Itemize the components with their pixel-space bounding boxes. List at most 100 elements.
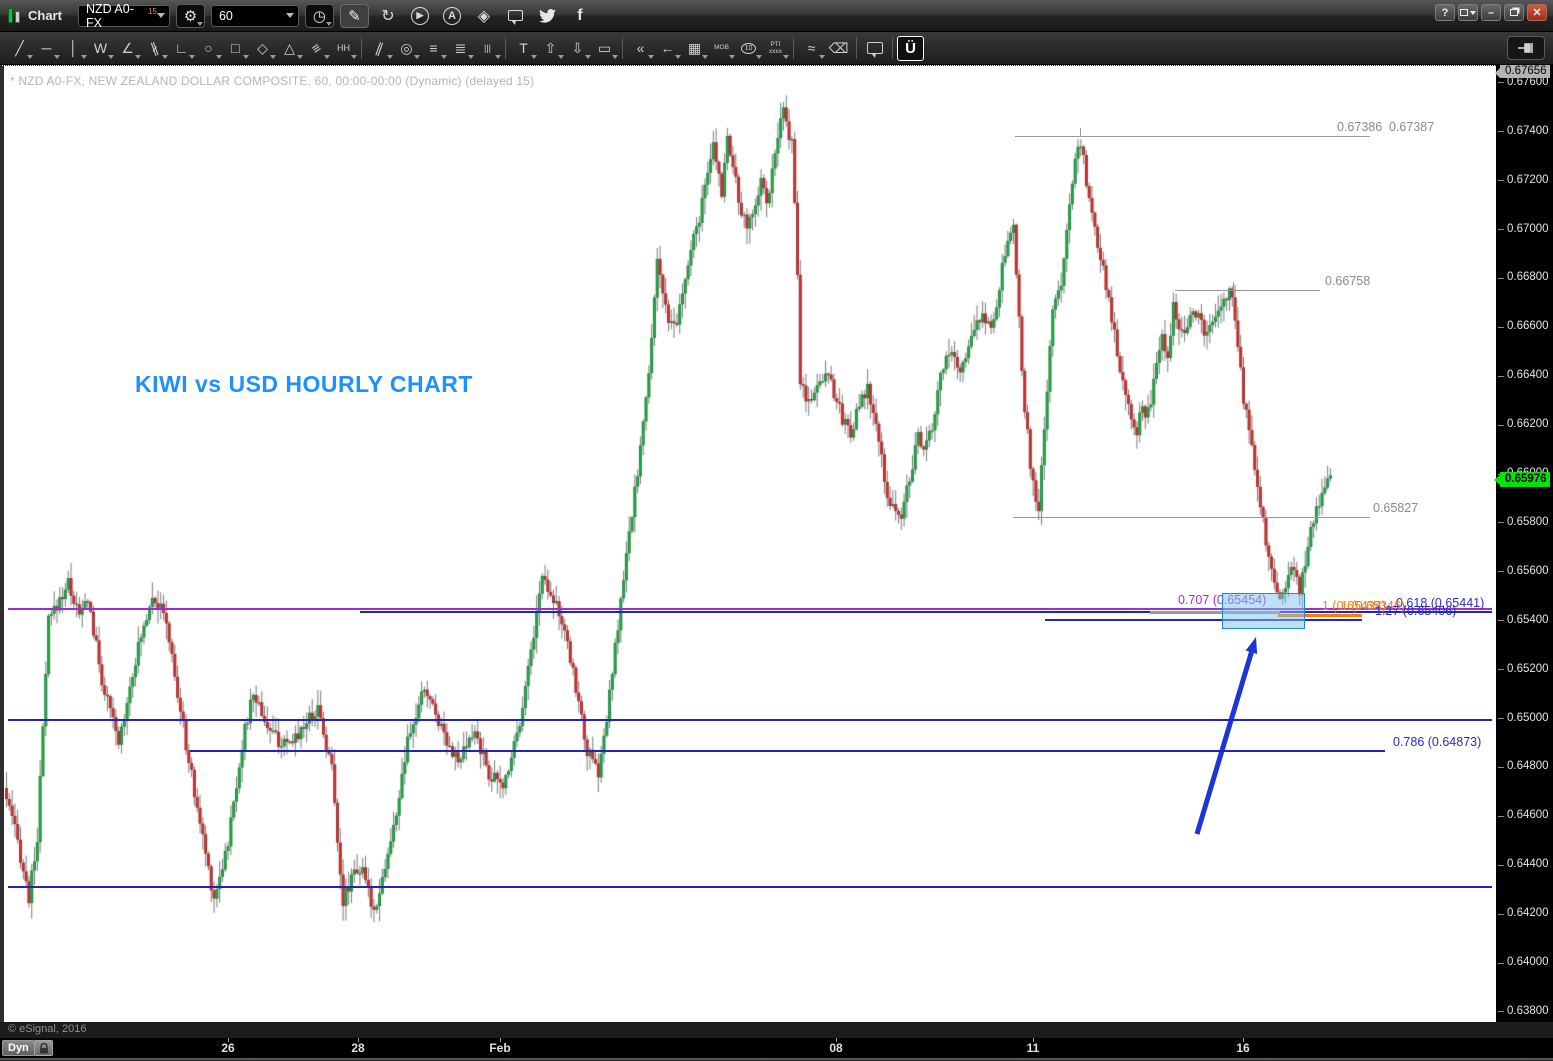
fib-circles-tool-button[interactable]: ◎ bbox=[393, 36, 420, 61]
swing-high-1-label[interactable]: 0.67386 bbox=[1337, 120, 1383, 135]
eraser-tool-tool-button[interactable]: ⌫ bbox=[825, 36, 852, 61]
chart-plot-area[interactable]: * NZD A0-FX, NEW ZEALAND DOLLAR COMPOSIT… bbox=[0, 65, 1496, 1022]
time-cycles-tool-button[interactable]: ΗΗ bbox=[330, 36, 357, 61]
symbol-dropdown-caret[interactable] bbox=[156, 13, 165, 18]
twitter-icon[interactable] bbox=[535, 4, 561, 28]
interval-input[interactable]: 60 bbox=[210, 4, 299, 27]
help-button[interactable]: ? bbox=[1435, 4, 1455, 21]
price-axis-label: 0.66600 bbox=[1507, 320, 1549, 333]
time-axis-tick bbox=[228, 1038, 229, 1042]
time-axis[interactable]: Dyn 26 28 Feb 08 11 16 bbox=[0, 1038, 1553, 1058]
chart-header-text: * NZD A0-FX, NEW ZEALAND DOLLAR COMPOSIT… bbox=[10, 74, 535, 88]
horizontal-line-tool-button[interactable]: ─ bbox=[33, 36, 60, 61]
swing-low-1-label[interactable]: 0.65827 bbox=[1373, 501, 1419, 516]
regression-channel-tool-button[interactable]: ∥ bbox=[366, 36, 393, 61]
draw-mode-button[interactable]: ✎ bbox=[339, 3, 369, 28]
text-tool-tool-button[interactable]: T bbox=[510, 36, 537, 61]
rectangle-tool-button[interactable]: □ bbox=[222, 36, 249, 61]
fib-0786-line[interactable] bbox=[190, 749, 1385, 752]
copyright-text: © eSignal, 2016 bbox=[8, 1023, 87, 1035]
auto-trade-icon[interactable]: A bbox=[439, 4, 465, 28]
lock-icon[interactable] bbox=[34, 1040, 53, 1056]
extend-left-tool-button[interactable]: ← bbox=[654, 36, 681, 61]
arrow-up-marker-tool-button[interactable]: ⇧ bbox=[537, 36, 564, 61]
fib-100-a-line[interactable] bbox=[1278, 613, 1362, 617]
price-axis-tick bbox=[1498, 718, 1504, 720]
diamond-tool-button[interactable]: ◇ bbox=[249, 36, 276, 61]
fib-127-label[interactable]: 1.27 (0.65406) bbox=[1375, 604, 1457, 619]
fib-retracement-tool-button[interactable]: ≡ bbox=[420, 36, 447, 61]
ten-oval-tool-tool-button[interactable]: 10 bbox=[735, 36, 762, 61]
dynamic-mode-button[interactable]: Dyn bbox=[2, 1040, 35, 1056]
gann-angles-tool-button[interactable]: ∟ bbox=[168, 36, 195, 61]
price-axis-tick bbox=[1498, 277, 1504, 279]
zigzag-tool-button[interactable]: W bbox=[87, 36, 114, 61]
fib-extension-tool-button[interactable]: ≣ bbox=[447, 36, 474, 61]
close-button[interactable]: ✕ bbox=[1527, 4, 1547, 21]
chart-title-annotation[interactable]: KIWI vs USD HOURLY CHART bbox=[135, 371, 473, 397]
uber-tool-icon: Ü bbox=[905, 39, 916, 57]
arrow-down-marker-tool-button[interactable]: ⇩ bbox=[564, 36, 591, 61]
trendline-tool-button[interactable]: ╱ bbox=[6, 36, 33, 61]
grid-tool-tool-button[interactable]: ▦ bbox=[681, 36, 708, 61]
gray-target-line-line[interactable] bbox=[1150, 611, 1280, 615]
pti-tool-tool-button[interactable]: PTI xxxx bbox=[762, 36, 789, 61]
symbol-value: NZD A0-FX bbox=[85, 1, 134, 30]
swing-high-2-line[interactable] bbox=[1175, 289, 1320, 291]
price-axis-label: 0.67400 bbox=[1507, 124, 1549, 137]
mob-tool-tool-button[interactable]: MOB bbox=[708, 36, 735, 61]
facebook-icon[interactable]: f bbox=[577, 6, 583, 24]
swing-high-1-line[interactable] bbox=[1015, 136, 1370, 138]
crossing-lines-tool-button[interactable]: ∦ bbox=[141, 36, 168, 61]
time-axis-label: 08 bbox=[829, 1041, 843, 1055]
interval-dropdown-caret[interactable] bbox=[285, 13, 294, 18]
fib-0707-line[interactable] bbox=[8, 607, 1492, 610]
forecast-tool-tool-button[interactable]: ≈ bbox=[798, 36, 825, 61]
fib-retracement-icon: ≡ bbox=[429, 40, 438, 56]
swing-high-2-label[interactable]: 0.66758 bbox=[1325, 273, 1371, 288]
fib-0618-line[interactable] bbox=[360, 610, 1492, 613]
fib-0786-label[interactable]: 0.786 (0.64873) bbox=[1393, 734, 1482, 749]
fib-0618-label[interactable]: 0.618 (0.65441) bbox=[1396, 595, 1485, 610]
ellipse-icon: ○ bbox=[204, 40, 213, 56]
time-cycles-icon: ΗΗ bbox=[337, 43, 350, 53]
toolbar-separator bbox=[793, 37, 794, 59]
restore-button[interactable] bbox=[1504, 4, 1524, 21]
parallel-lines-tool-button[interactable]: ≡ bbox=[303, 36, 330, 61]
chat-bubble-icon[interactable] bbox=[503, 4, 529, 28]
chart-main: * NZD A0-FX, NEW ZEALAND DOLLAR COMPOSIT… bbox=[0, 65, 1553, 1022]
link-windows-icon[interactable]: ◈ bbox=[477, 7, 491, 25]
fib-100-a-label[interactable]: 1 (0.65434) bbox=[1322, 599, 1386, 614]
fib-time-zones-tool-button[interactable]: ||| bbox=[474, 36, 501, 61]
uber-tool-tool-button[interactable]: Ü bbox=[897, 35, 924, 61]
forecast-tool-icon: ≈ bbox=[807, 40, 816, 56]
fib-100-b-label[interactable]: 1 (0.65346) bbox=[1341, 599, 1405, 614]
drawing-toolbar: ╱ ─ │ W ∠ ∦ ∟ ○ □ ◇ △ ≡ ΗΗ ∥ ◎ ≡ ≣ ||| T ⇧ ⇩ ▭ « ← ▦ MOB 10 PTI xxx… bbox=[0, 32, 1553, 65]
time-template-button[interactable]: ◷ bbox=[304, 3, 334, 28]
minimize-button[interactable]: – bbox=[1481, 4, 1501, 21]
highlight-box-annotation[interactable] bbox=[1222, 592, 1305, 629]
refresh-icon[interactable]: ↻ bbox=[381, 7, 395, 25]
fan-lines-tool-button[interactable]: ∠ bbox=[114, 36, 141, 61]
triangle-tool-button[interactable]: △ bbox=[276, 36, 303, 61]
eraser-tool-icon: ⌫ bbox=[828, 39, 849, 56]
note-bubble-tool-tool-button[interactable] bbox=[861, 36, 888, 61]
candlestick-canvas[interactable] bbox=[0, 66, 1496, 1022]
popout-button[interactable] bbox=[1458, 4, 1478, 21]
fib-127-line[interactable] bbox=[1045, 619, 1362, 622]
swing-low-1-line[interactable] bbox=[1013, 517, 1370, 519]
symbol-settings-button[interactable]: ⚙ bbox=[175, 3, 205, 28]
swing-high-1-label[interactable]: 0.67387 bbox=[1389, 120, 1435, 135]
support-064316-line[interactable] bbox=[8, 885, 1492, 888]
support-065000-line[interactable] bbox=[8, 718, 1492, 721]
ellipse-tool-button[interactable]: ○ bbox=[195, 36, 222, 61]
horizontal-line-icon: ─ bbox=[41, 40, 52, 56]
ray-fan-tool-button[interactable]: « bbox=[627, 36, 654, 61]
replay-play-icon[interactable]: ▶ bbox=[407, 4, 433, 28]
symbol-input[interactable]: NZD A0-FX 15 bbox=[77, 1, 170, 30]
pin-toolbar-button[interactable] bbox=[1507, 36, 1545, 60]
vertical-line-tool-button[interactable]: │ bbox=[60, 36, 87, 61]
polygon-tool-button[interactable]: ▭ bbox=[591, 36, 618, 61]
price-axis[interactable]: 0.67656 0.65976 0.63800 0.64000 0.64200 0.6… bbox=[1494, 65, 1553, 1022]
fib-time-zones-icon: ||| bbox=[483, 43, 491, 53]
